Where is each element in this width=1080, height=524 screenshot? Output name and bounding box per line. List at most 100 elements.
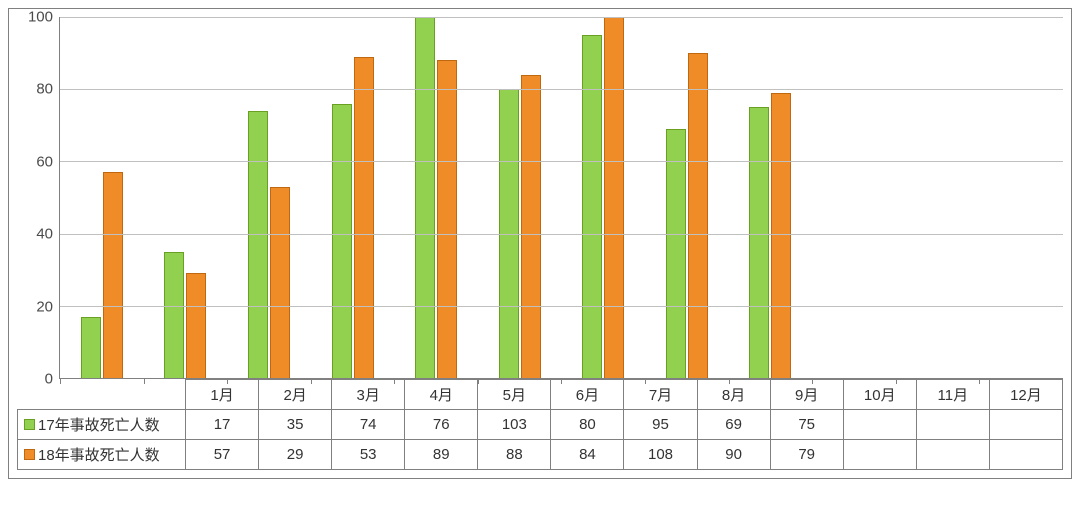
x-tick bbox=[394, 378, 395, 384]
table-cell: 75 bbox=[770, 410, 843, 440]
table-cell bbox=[989, 410, 1062, 440]
bar bbox=[186, 273, 206, 378]
bar bbox=[688, 53, 708, 378]
month-cell bbox=[979, 17, 1063, 378]
month-cell bbox=[311, 17, 395, 378]
bar bbox=[521, 75, 541, 378]
table-cell bbox=[843, 410, 916, 440]
month-cell bbox=[227, 17, 311, 378]
table-col-header: 7月 bbox=[624, 380, 697, 410]
bar bbox=[332, 104, 352, 378]
table-cell: 76 bbox=[405, 410, 478, 440]
table-cell: 90 bbox=[697, 440, 770, 470]
month-cell bbox=[394, 17, 478, 378]
grid-line bbox=[60, 234, 1063, 235]
y-tick-label: 40 bbox=[36, 226, 53, 243]
legend-swatch-icon bbox=[24, 449, 35, 460]
bar bbox=[164, 252, 184, 378]
table-cell: 35 bbox=[259, 410, 332, 440]
month-cell bbox=[812, 17, 896, 378]
table-header-row: 1月2月3月4月5月6月7月8月9月10月11月12月 bbox=[18, 380, 1063, 410]
bars-layer bbox=[60, 17, 1063, 378]
x-tick bbox=[896, 378, 897, 384]
legend-swatch-icon bbox=[24, 419, 35, 430]
chart-container: 020406080100 1月2月3月4月5月6月7月8月9月10月11月12月… bbox=[8, 8, 1072, 479]
table-cell: 17 bbox=[186, 410, 259, 440]
x-tick bbox=[561, 378, 562, 384]
table-col-header: 5月 bbox=[478, 380, 551, 410]
table-cell bbox=[916, 440, 989, 470]
month-cell bbox=[561, 17, 645, 378]
table-row: 18年事故死亡人数 5729538988841089079 bbox=[18, 440, 1063, 470]
x-tick bbox=[311, 378, 312, 384]
table-cell bbox=[989, 440, 1062, 470]
table-cell bbox=[843, 440, 916, 470]
bar bbox=[771, 93, 791, 378]
legend-text: 18年事故死亡人数 bbox=[38, 447, 160, 464]
table-row: 17年事故死亡人数1735747610380956975 bbox=[18, 410, 1063, 440]
table-cell: 29 bbox=[259, 440, 332, 470]
table-col-header: 1月 bbox=[186, 380, 259, 410]
month-cell bbox=[144, 17, 228, 378]
bar bbox=[103, 172, 123, 378]
table-col-header: 11月 bbox=[916, 380, 989, 410]
table-cell: 57 bbox=[186, 440, 259, 470]
month-cell bbox=[60, 17, 144, 378]
x-tick bbox=[227, 378, 228, 384]
y-axis: 020406080100 bbox=[17, 17, 59, 379]
y-tick-label: 20 bbox=[36, 298, 53, 315]
bar bbox=[604, 17, 624, 378]
x-tick bbox=[60, 378, 61, 384]
x-tick bbox=[979, 378, 980, 384]
x-tick bbox=[478, 378, 479, 384]
legend-cell: 17年事故死亡人数 bbox=[18, 410, 186, 440]
table-cell bbox=[916, 410, 989, 440]
grid-line bbox=[60, 17, 1063, 18]
y-tick-label: 0 bbox=[45, 371, 53, 388]
table-col-header: 8月 bbox=[697, 380, 770, 410]
x-tick bbox=[812, 378, 813, 384]
bar bbox=[415, 17, 435, 378]
bar bbox=[81, 317, 101, 378]
bar bbox=[666, 129, 686, 378]
table-cell: 95 bbox=[624, 410, 697, 440]
table-cell: 89 bbox=[405, 440, 478, 470]
table-cell: 79 bbox=[770, 440, 843, 470]
table-col-header: 10月 bbox=[843, 380, 916, 410]
table-cell: 88 bbox=[478, 440, 551, 470]
bar bbox=[248, 111, 268, 378]
table-cell: 108 bbox=[624, 440, 697, 470]
month-cell bbox=[478, 17, 562, 378]
data-table: 1月2月3月4月5月6月7月8月9月10月11月12月17年事故死亡人数1735… bbox=[17, 379, 1063, 470]
table-cell: 80 bbox=[551, 410, 624, 440]
grid-line bbox=[60, 89, 1063, 90]
x-tick bbox=[729, 378, 730, 384]
bar bbox=[749, 107, 769, 378]
data-table-zone: 1月2月3月4月5月6月7月8月9月10月11月12月17年事故死亡人数1735… bbox=[9, 379, 1071, 478]
table-col-header: 9月 bbox=[770, 380, 843, 410]
table-col-header: 3月 bbox=[332, 380, 405, 410]
x-tick bbox=[144, 378, 145, 384]
table-col-header: 12月 bbox=[989, 380, 1062, 410]
month-cell bbox=[729, 17, 813, 378]
plot-area bbox=[59, 17, 1063, 379]
x-tick bbox=[645, 378, 646, 384]
bar bbox=[270, 187, 290, 378]
table-col-header: 2月 bbox=[259, 380, 332, 410]
table-cell: 84 bbox=[551, 440, 624, 470]
grid-line bbox=[60, 306, 1063, 307]
bar bbox=[354, 57, 374, 378]
y-tick-label: 60 bbox=[36, 153, 53, 170]
table-corner-cell bbox=[18, 380, 186, 410]
month-cell bbox=[645, 17, 729, 378]
y-tick-label: 100 bbox=[28, 9, 53, 26]
table-cell: 69 bbox=[697, 410, 770, 440]
legend-cell: 18年事故死亡人数 bbox=[18, 440, 186, 470]
grid-line bbox=[60, 161, 1063, 162]
bar bbox=[437, 60, 457, 378]
plot-zone: 020406080100 bbox=[9, 9, 1071, 379]
table-cell: 103 bbox=[478, 410, 551, 440]
table-col-header: 6月 bbox=[551, 380, 624, 410]
table-cell: 53 bbox=[332, 440, 405, 470]
y-tick-label: 80 bbox=[36, 81, 53, 98]
